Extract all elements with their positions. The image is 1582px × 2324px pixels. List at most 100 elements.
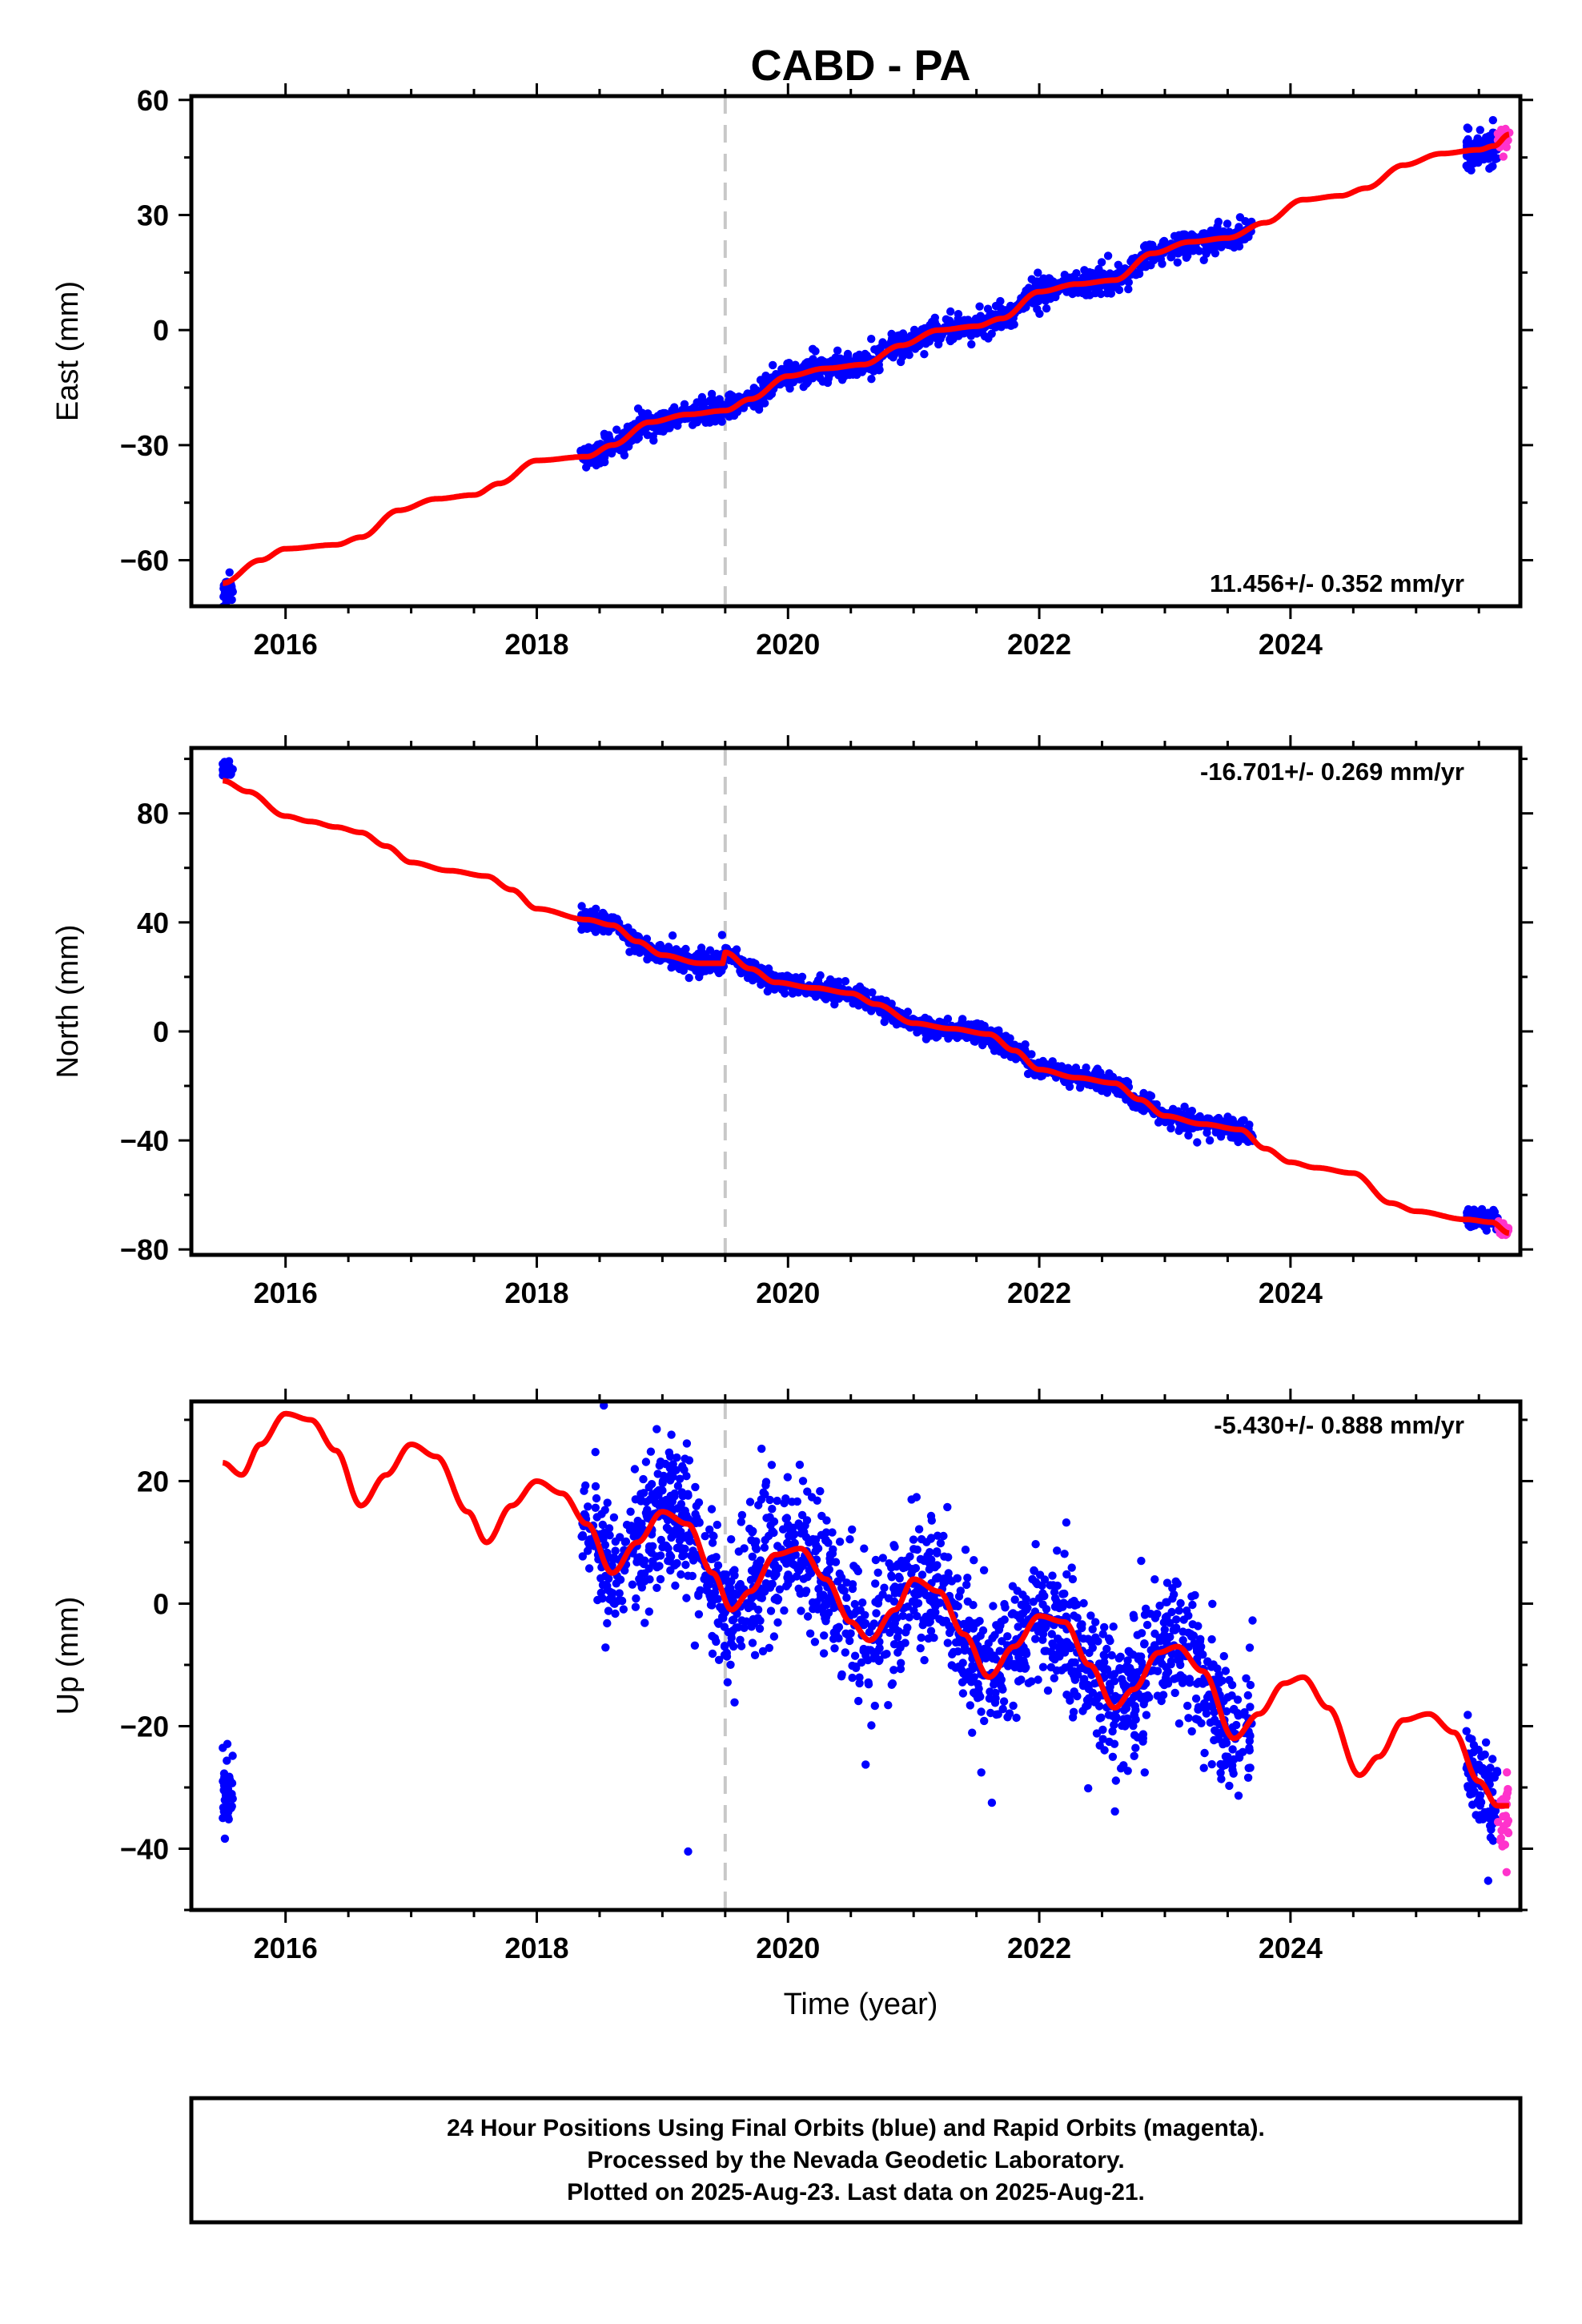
data-point [970, 1673, 979, 1682]
data-point [755, 1624, 765, 1634]
data-point [636, 1490, 645, 1498]
data-point [634, 1521, 643, 1530]
x-tick-label: 2018 [504, 1277, 568, 1309]
data-point [821, 1599, 829, 1609]
data-point [1171, 1577, 1180, 1586]
data-point [1192, 1679, 1202, 1688]
data-point [1219, 1697, 1228, 1706]
y-tick-label: −60 [120, 545, 169, 577]
data-point [939, 1531, 948, 1541]
data-point [936, 1538, 946, 1548]
data-point [691, 415, 700, 424]
data-point [885, 1559, 893, 1568]
data-point [889, 1597, 899, 1606]
data-point [1473, 134, 1482, 143]
data-point [600, 1571, 610, 1581]
data-point [591, 1448, 600, 1457]
data-point [673, 1453, 681, 1462]
data-point [761, 1578, 770, 1588]
data-point [893, 333, 901, 342]
data-point [720, 1622, 729, 1631]
data-point [1229, 1769, 1238, 1778]
data-point [605, 447, 614, 456]
data-point [1158, 1691, 1168, 1699]
data-point [1098, 1735, 1107, 1743]
x-tick-label: 2018 [504, 628, 568, 661]
data-point [1076, 1664, 1085, 1673]
data-point [909, 1565, 918, 1574]
data-point [619, 1605, 628, 1614]
data-point [890, 1618, 900, 1627]
data-point [765, 1643, 773, 1652]
data-point [990, 1699, 1000, 1707]
data-point [609, 913, 618, 922]
data-point [783, 1573, 792, 1582]
data-point [1152, 1610, 1162, 1618]
data-point [1211, 249, 1220, 258]
data-point [889, 1584, 898, 1593]
x-tick-label: 2024 [1259, 628, 1323, 661]
data-point [1031, 1578, 1041, 1586]
data-point [968, 1728, 977, 1737]
data-point [652, 1552, 661, 1561]
data-point [609, 1553, 618, 1562]
data-point [1227, 1691, 1236, 1700]
data-point [596, 1588, 605, 1598]
data-point [797, 1606, 805, 1615]
y-tick-label: −30 [120, 429, 169, 462]
data-point [656, 940, 665, 950]
data-point [625, 947, 634, 956]
data-point [697, 392, 707, 402]
data-point [1012, 1713, 1021, 1723]
data-point [729, 1597, 738, 1606]
data-point [1166, 253, 1175, 262]
data-point [1051, 292, 1060, 302]
data-point [845, 1535, 854, 1544]
data-point [871, 1579, 880, 1588]
data-point [227, 1778, 235, 1787]
data-point [1038, 1589, 1047, 1598]
data-point [746, 1575, 756, 1585]
data-point [219, 759, 227, 769]
data-point [654, 1490, 663, 1499]
data-point [786, 973, 795, 983]
data-point [1184, 1611, 1193, 1620]
data-point [889, 1666, 898, 1675]
data-point [831, 978, 840, 987]
data-point [691, 1482, 700, 1492]
data-point [816, 1486, 825, 1496]
data-point [1178, 1636, 1187, 1645]
data-point [898, 352, 907, 361]
data-point [1011, 1055, 1021, 1063]
data-point [956, 1586, 966, 1595]
data-point [1110, 1807, 1119, 1816]
data-point [1024, 1679, 1034, 1687]
data-point [922, 1027, 931, 1037]
data-point [1187, 1592, 1196, 1601]
data-point [1464, 1711, 1472, 1719]
data-point [827, 356, 837, 365]
data-point [801, 1533, 811, 1542]
data-point [1199, 255, 1208, 264]
data-point [673, 1558, 681, 1568]
data-point [980, 1644, 989, 1654]
data-point [1464, 124, 1473, 133]
data-point [867, 1721, 876, 1730]
data-point [1084, 1634, 1093, 1643]
data-point [951, 1600, 960, 1609]
data-point [666, 1452, 675, 1462]
data-point [617, 1596, 627, 1606]
data-point [1126, 1674, 1135, 1683]
data-point [1019, 1656, 1028, 1666]
data-point [643, 431, 652, 440]
data-point [642, 1511, 651, 1520]
data-point [636, 1570, 646, 1578]
data-point [615, 1589, 624, 1598]
data-point [1167, 1650, 1176, 1659]
data-point [1107, 1651, 1116, 1660]
data-point [1098, 1725, 1107, 1735]
data-point [889, 1541, 898, 1550]
data-point [608, 1561, 616, 1570]
